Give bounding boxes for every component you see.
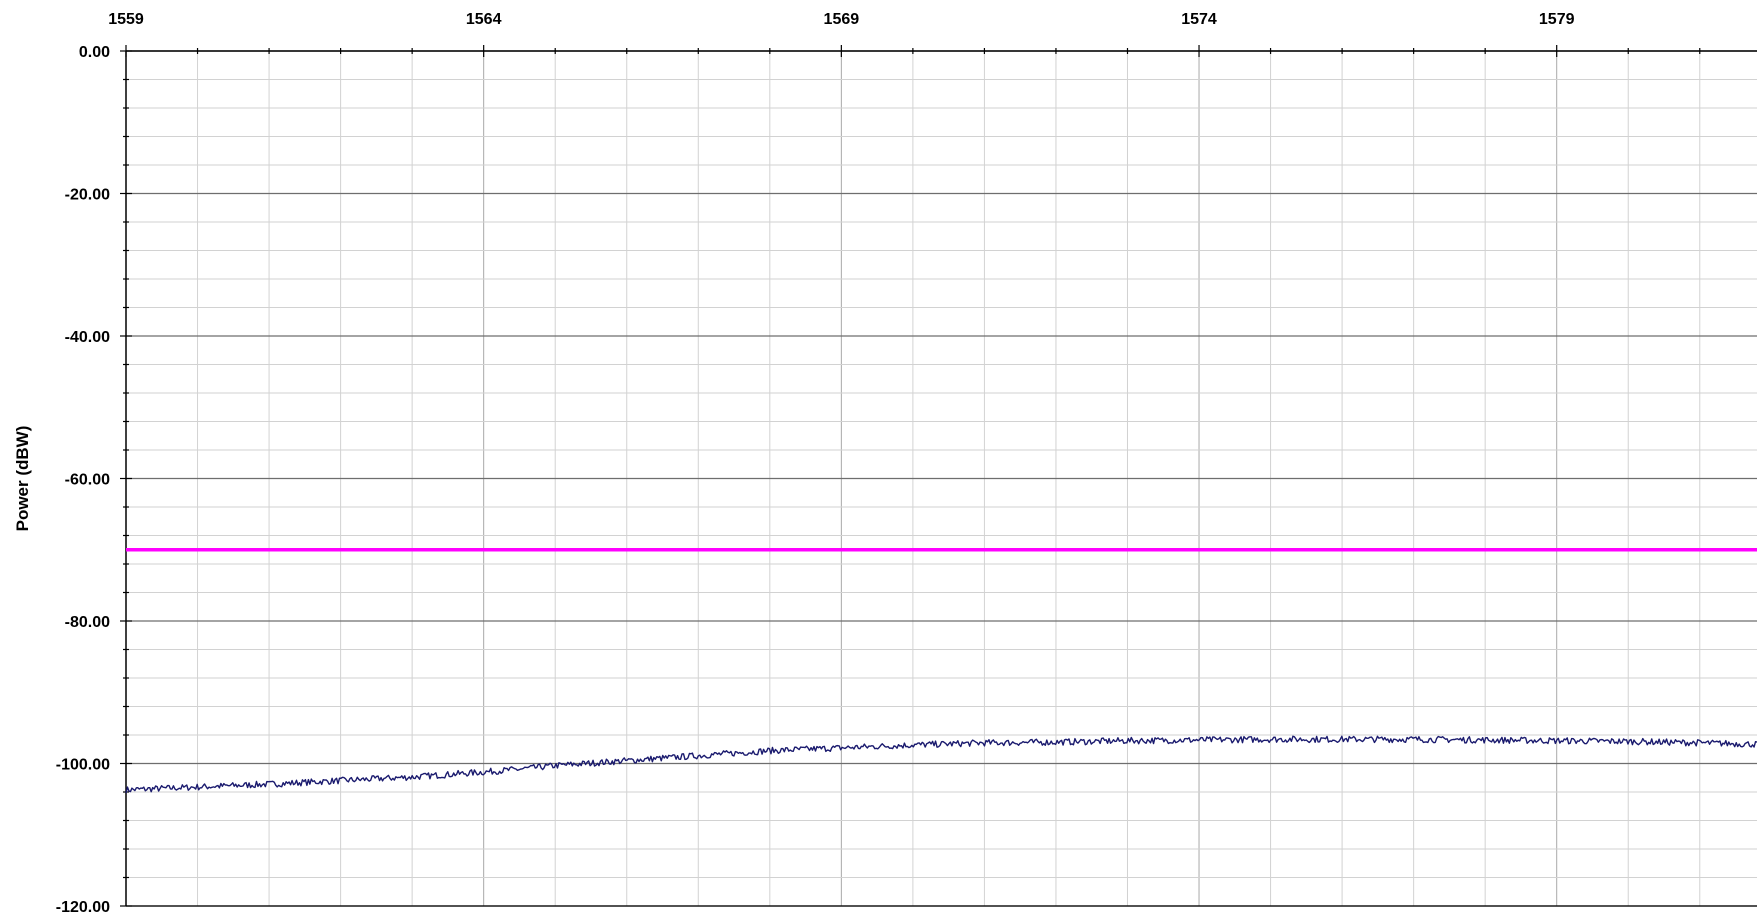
x-tick-label: 1569: [824, 11, 860, 28]
y-tick-label: -100.00: [56, 757, 110, 774]
y-tick-label: -60.00: [65, 472, 110, 489]
x-tick-label: 1559: [108, 11, 144, 28]
grid-layer: [125, 50, 1757, 907]
x-tick-label: 1579: [1539, 11, 1575, 28]
power-spectrum-line: [125, 735, 1757, 794]
y-tick-label: 0.00: [79, 44, 110, 61]
y-tick-label: -40.00: [65, 329, 110, 346]
series-layer: [125, 548, 1757, 794]
y-tick-label: -120.00: [56, 899, 110, 914]
x-tick-label: 1564: [466, 11, 502, 28]
label-layer: 1559 1564 1569 1574 1579 0.00 -20.00 -40.00 -60.…: [13, 11, 1575, 914]
y-tick-label: -80.00: [65, 614, 110, 631]
x-tick-label: 1574: [1181, 11, 1217, 28]
y-axis-title: Power (dBW): [13, 426, 32, 532]
axis-layer: [120, 45, 1757, 907]
y-tick-label: -20.00: [65, 187, 110, 204]
